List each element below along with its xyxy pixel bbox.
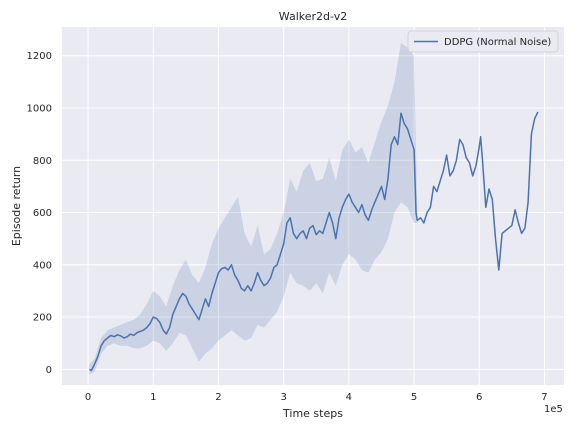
x-tick-label: 3 (280, 392, 286, 403)
x-tick-label: 5 (411, 392, 417, 403)
x-tick-label: 7 (541, 392, 547, 403)
y-tick-label: 200 (33, 313, 52, 324)
x-tick-label: 2 (215, 392, 221, 403)
x-tick-label: 4 (346, 392, 352, 403)
y-axis-ticks: 0 200 400 600 800 1000 1200 (27, 51, 52, 376)
plot-background (62, 27, 564, 385)
series-line-layer (88, 111, 539, 372)
x-tick-label: 1 (150, 392, 156, 403)
y-tick-label: 800 (33, 156, 52, 167)
x-tick-label: 0 (85, 392, 91, 403)
chart-title: Walker2d-v2 (279, 10, 347, 23)
x-axis-label: Time steps (282, 407, 343, 420)
grid (62, 27, 564, 385)
confidence-band (89, 42, 418, 375)
y-axis-label: Episode return (10, 166, 23, 246)
x-tick-label: 6 (476, 392, 482, 403)
legend: DDPG (Normal Noise) (407, 30, 559, 53)
y-tick-label: 600 (33, 208, 52, 219)
x-axis-offset-label: 1e5 (544, 404, 563, 415)
x-axis-ticks: 0 1 2 3 4 5 6 7 (85, 392, 548, 403)
y-tick-label: 0 (46, 365, 52, 376)
y-tick-label: 1000 (27, 104, 52, 115)
confidence-band-layer (89, 42, 418, 375)
legend-label: DDPG (Normal Noise) (444, 37, 551, 48)
series-line (88, 111, 539, 372)
legend-box (407, 30, 559, 53)
y-tick-label: 1200 (27, 51, 52, 62)
y-tick-label: 400 (33, 260, 52, 271)
